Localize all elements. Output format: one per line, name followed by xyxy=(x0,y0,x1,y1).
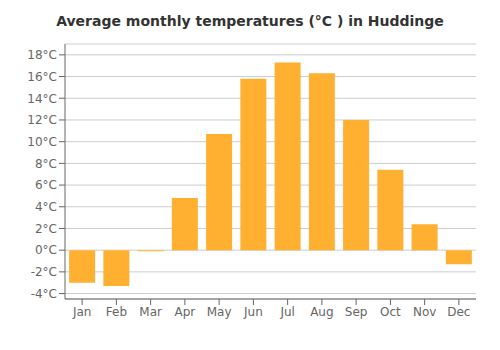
svg-text:10°C: 10°C xyxy=(27,135,57,149)
svg-text:4°C: 4°C xyxy=(35,200,57,214)
svg-text:Sep: Sep xyxy=(345,305,368,319)
svg-text:-2°C: -2°C xyxy=(31,265,57,279)
svg-text:Apr: Apr xyxy=(174,305,195,319)
svg-text:Aug: Aug xyxy=(310,305,333,319)
svg-text:16°C: 16°C xyxy=(27,70,57,84)
svg-text:-4°C: -4°C xyxy=(31,287,57,301)
svg-text:18°C: 18°C xyxy=(27,48,57,62)
svg-text:May: May xyxy=(207,305,232,319)
svg-text:6°C: 6°C xyxy=(35,178,57,192)
svg-text:8°C: 8°C xyxy=(35,157,57,171)
svg-text:Feb: Feb xyxy=(106,305,127,319)
svg-text:Mar: Mar xyxy=(139,305,162,319)
svg-text:0°C: 0°C xyxy=(35,243,57,257)
svg-text:Jan: Jan xyxy=(72,305,92,319)
html-text:Average monthly temperatures (: Average monthly temperatures (°C ) in Hu… xyxy=(56,13,444,29)
svg-text:Nov: Nov xyxy=(413,305,436,319)
svg-text:12°C: 12°C xyxy=(27,113,57,127)
svg-text:Dec: Dec xyxy=(447,305,470,319)
svg-text:Jun: Jun xyxy=(243,305,263,319)
svg-text:2°C: 2°C xyxy=(35,222,57,236)
svg-text:Oct: Oct xyxy=(380,305,401,319)
svg-text:Jul: Jul xyxy=(279,305,294,319)
svg-text:14°C: 14°C xyxy=(27,92,57,106)
